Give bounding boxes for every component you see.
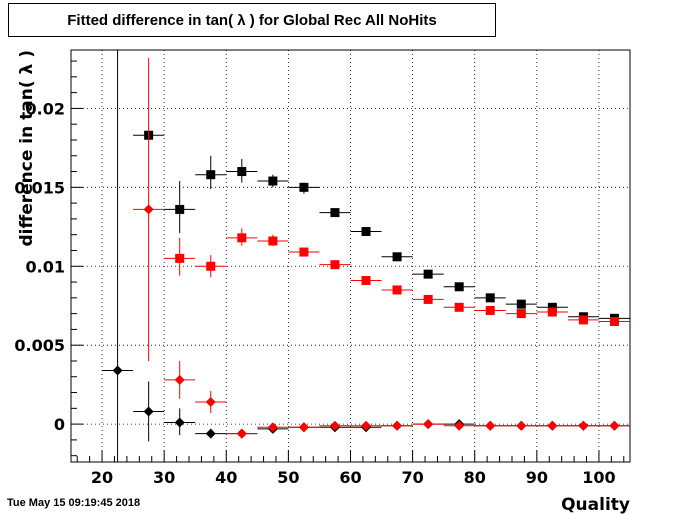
data-point-square: [547, 307, 557, 317]
data-point-diamond: [516, 420, 527, 431]
data-layer: [102, 50, 630, 462]
data-point-square: [392, 285, 402, 295]
y-tick-label: 0.02: [26, 99, 65, 118]
data-point-diamond: [485, 420, 496, 431]
timestamp: Tue May 15 09:19:45 2018: [7, 497, 141, 509]
data-point-diamond: [578, 420, 589, 431]
y-tick-label: 0.01: [26, 257, 65, 276]
series-black-square: [133, 130, 630, 323]
x-tick-label: 50: [277, 468, 299, 487]
data-point-square: [206, 170, 216, 180]
data-point-square: [361, 275, 371, 285]
data-point-diamond: [205, 428, 216, 439]
data-point-diamond: [329, 420, 340, 431]
data-point-diamond: [112, 365, 123, 376]
data-point-square: [330, 260, 340, 270]
data-point-square: [485, 305, 495, 315]
data-point-diamond: [547, 420, 558, 431]
x-tick-label: 70: [401, 468, 423, 487]
data-point-diamond: [205, 397, 216, 408]
data-point-square: [423, 294, 433, 304]
data-point-square: [361, 227, 371, 237]
x-tick-label: 100: [582, 468, 615, 487]
data-point-square: [175, 204, 185, 214]
data-point-square: [547, 302, 557, 312]
data-point-square: [516, 299, 526, 309]
axis-ticks: 20 30 40 50 60 70 80 90 100 0 0.005 0.01 0.015 0.02: [14, 60, 625, 487]
data-point-diamond: [174, 374, 185, 385]
grid: [71, 50, 630, 462]
data-point-diamond: [361, 420, 372, 431]
data-point-square: [516, 309, 526, 319]
data-point-square: [237, 167, 247, 177]
y-axis-title: difference in tan( λ ): [17, 50, 37, 247]
data-point-square: [299, 247, 309, 257]
data-point-diamond: [236, 428, 247, 439]
data-point-diamond: [609, 420, 620, 431]
data-point-diamond: [454, 420, 465, 431]
x-axis-title: Quality: [561, 495, 630, 514]
plot-frame: [70, 49, 631, 463]
data-point-diamond: [143, 204, 154, 215]
chart-title: Fitted difference in tan( λ ) for Global…: [67, 12, 437, 29]
x-tick-label: 90: [526, 468, 548, 487]
title-box: Fitted difference in tan( λ ) for Global…: [8, 3, 496, 37]
data-point-diamond: [143, 406, 154, 417]
data-point-square: [206, 261, 216, 271]
series-red-diamond: [133, 57, 630, 439]
x-tick-label: 80: [464, 468, 486, 487]
data-point-square: [175, 253, 185, 263]
y-tick-label: 0.015: [14, 178, 65, 197]
data-point-square: [454, 282, 464, 292]
x-tick-label: 20: [91, 468, 113, 487]
data-point-diamond: [392, 420, 403, 431]
x-tick-label: 40: [215, 468, 237, 487]
data-point-square: [268, 236, 278, 246]
data-point-square: [609, 317, 619, 327]
data-point-square: [299, 182, 309, 192]
data-point-diamond: [174, 417, 185, 428]
data-point-square: [268, 176, 278, 186]
data-point-square: [392, 252, 402, 262]
data-point-square: [423, 269, 433, 279]
data-point-square: [237, 233, 247, 243]
y-tick-label: 0: [54, 415, 65, 434]
series-red-square: [164, 228, 630, 327]
data-point-square: [330, 208, 340, 218]
data-point-diamond: [423, 419, 434, 430]
data-point-square: [578, 315, 588, 325]
x-tick-label: 30: [153, 468, 175, 487]
x-tick-label: 60: [339, 468, 361, 487]
y-tick-label: 0.005: [14, 336, 65, 355]
data-point-diamond: [267, 422, 278, 433]
data-point-square: [454, 302, 464, 312]
data-point-square: [485, 293, 495, 303]
data-point-diamond: [298, 422, 309, 433]
